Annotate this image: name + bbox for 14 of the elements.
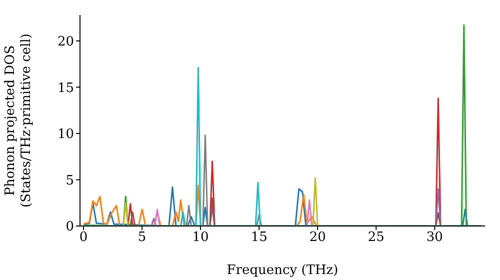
x-tick-label: 10	[192, 230, 209, 246]
x-tick-label: 5	[138, 230, 146, 246]
y-tick-label: 10	[57, 127, 74, 142]
x-tick-label: 30	[426, 230, 443, 246]
y-tick-label: 20	[57, 34, 74, 50]
x-tick-label: 25	[368, 230, 384, 246]
y-tick-label: 15	[57, 80, 74, 96]
y-tick-label: 0	[66, 220, 74, 235]
y-tick-label: 5	[66, 173, 74, 188]
x-tick-label: 0	[79, 230, 88, 246]
x-axis-title: Frequency (THz)	[226, 263, 338, 278]
x-tick-label: 15	[250, 230, 268, 246]
x-tick-label: 20	[309, 230, 326, 246]
y-axis-title: Phonon projected DOS (States/THz·primitive cell)	[3, 33, 34, 208]
